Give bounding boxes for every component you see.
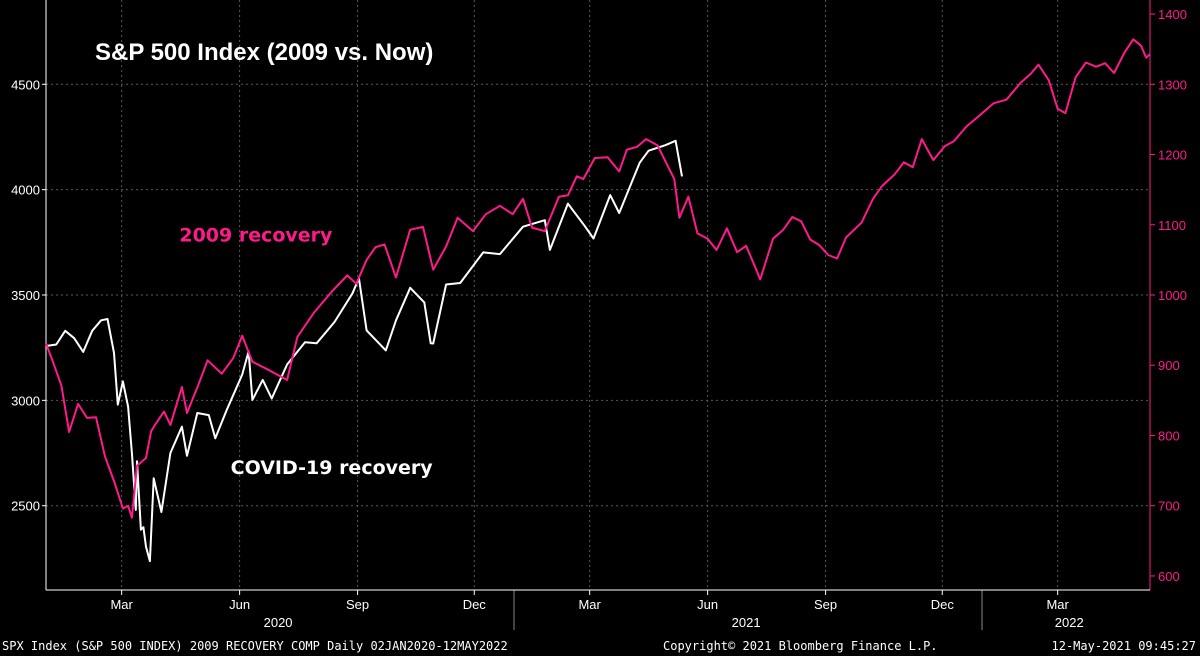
gridlines [46, 0, 1150, 590]
x-tick-label: Jun [229, 597, 250, 612]
left-tick-label: 3500 [11, 288, 40, 303]
x-year-label: 2021 [732, 615, 761, 630]
x-year-label: 2022 [1055, 615, 1084, 630]
series-lines [45, 38, 1151, 563]
x-tick-label: Dec [931, 597, 955, 612]
right-tick-label: 1200 [1158, 148, 1187, 163]
right-tick-label: 1300 [1158, 77, 1187, 92]
x-tick-label: Jun [697, 597, 718, 612]
footer-right-text: 12-May-2021 09:45:27 [1051, 639, 1197, 653]
x-tick-label: Mar [110, 597, 133, 612]
x-year-label: 2020 [264, 615, 293, 630]
series-line-2009-recovery [45, 38, 1151, 519]
right-tick-label: 1100 [1158, 218, 1186, 233]
right-tick-label: 800 [1158, 428, 1180, 443]
x-tick-label: Sep [346, 597, 369, 612]
x-tick-label: Mar [578, 597, 601, 612]
footer-center-text: Copyright© 2021 Bloomberg Finance L.P. [663, 639, 938, 653]
chart: 2500 3000 3500 4000 4500 600 700 800 900 1000 1100… [11, 0, 1187, 630]
x-tick-label: Mar [1046, 597, 1069, 612]
x-tick-label: Dec [463, 597, 487, 612]
left-tick-label: 2500 [11, 499, 40, 514]
right-tick-label: 1400 [1158, 7, 1187, 22]
series-line-covid-19-recovery [45, 139, 683, 563]
right-tick-label: 700 [1158, 499, 1180, 514]
right-tick-label: 900 [1158, 358, 1180, 373]
right-tick-label: 600 [1158, 569, 1180, 584]
annotations: 2009 recovery COVID-19 recovery [179, 224, 433, 479]
footer-bar: SPX Index (S&P 500 INDEX) 2009 RECOVERY … [0, 636, 1200, 656]
chart-title: S&P 500 Index (2009 vs. Now) [95, 39, 433, 66]
axes [42, 0, 1155, 630]
left-tick-label: 3000 [11, 393, 40, 408]
annotation-2009-recovery: 2009 recovery [179, 224, 333, 246]
annotation-covid-19-recovery: COVID-19 recovery [231, 457, 434, 479]
x-tick-label: Sep [814, 597, 837, 612]
left-tick-label: 4500 [11, 77, 40, 92]
tick-labels: 2500 3000 3500 4000 4500 600 700 800 900 1000 1100… [11, 7, 1187, 630]
right-tick-label: 1000 [1158, 288, 1187, 303]
left-tick-label: 4000 [11, 183, 40, 198]
footer-left-text: SPX Index (S&P 500 INDEX) 2009 RECOVERY … [2, 639, 508, 653]
